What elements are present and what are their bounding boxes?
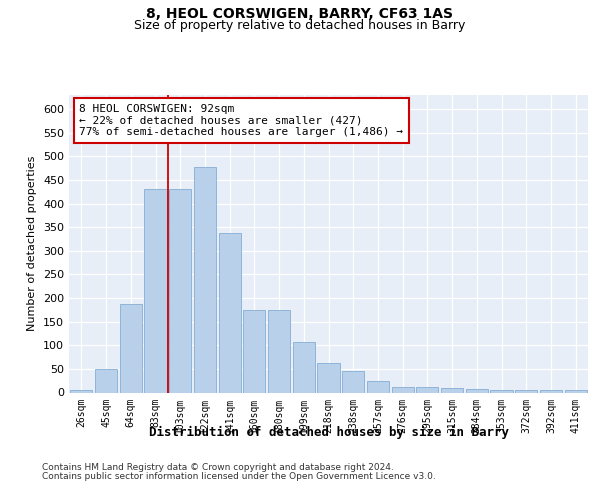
Bar bbox=[243, 310, 265, 392]
Bar bbox=[540, 390, 562, 392]
Text: 8 HEOL CORSWIGEN: 92sqm
← 22% of detached houses are smaller (427)
77% of semi-d: 8 HEOL CORSWIGEN: 92sqm ← 22% of detache… bbox=[79, 104, 403, 137]
Bar bbox=[70, 390, 92, 392]
Text: Contains public sector information licensed under the Open Government Licence v3: Contains public sector information licen… bbox=[42, 472, 436, 481]
Bar bbox=[441, 388, 463, 392]
Text: Contains HM Land Registry data © Crown copyright and database right 2024.: Contains HM Land Registry data © Crown c… bbox=[42, 464, 394, 472]
Bar bbox=[565, 390, 587, 392]
Bar bbox=[466, 389, 488, 392]
Bar bbox=[416, 387, 439, 392]
Bar bbox=[367, 380, 389, 392]
Y-axis label: Number of detached properties: Number of detached properties bbox=[28, 156, 37, 332]
Bar bbox=[145, 190, 167, 392]
Text: 8, HEOL CORSWIGEN, BARRY, CF63 1AS: 8, HEOL CORSWIGEN, BARRY, CF63 1AS bbox=[146, 8, 454, 22]
Bar bbox=[392, 387, 414, 392]
Bar bbox=[342, 371, 364, 392]
Bar bbox=[268, 310, 290, 392]
Bar bbox=[119, 304, 142, 392]
Bar bbox=[218, 233, 241, 392]
Text: Distribution of detached houses by size in Barry: Distribution of detached houses by size … bbox=[149, 426, 509, 439]
Text: Size of property relative to detached houses in Barry: Size of property relative to detached ho… bbox=[134, 19, 466, 32]
Bar bbox=[515, 390, 538, 392]
Bar bbox=[194, 167, 216, 392]
Bar bbox=[490, 390, 512, 392]
Bar bbox=[95, 369, 117, 392]
Bar bbox=[169, 190, 191, 392]
Bar bbox=[317, 363, 340, 392]
Bar bbox=[293, 342, 315, 392]
